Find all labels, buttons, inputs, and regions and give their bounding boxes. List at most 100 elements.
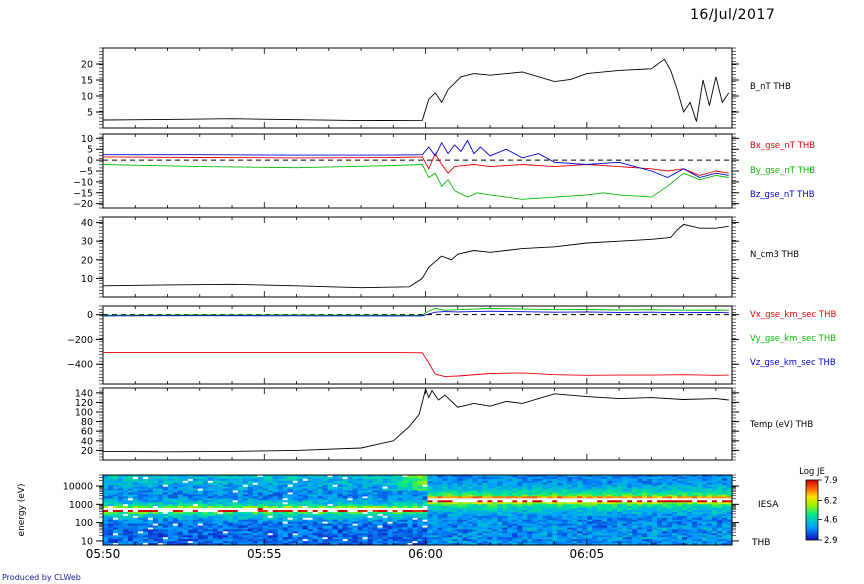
spectrogram-cell (257, 508, 264, 511)
spectrogram-cell (237, 482, 244, 486)
spectrogram-cell (367, 517, 374, 521)
spectrogram-cell (142, 531, 149, 534)
spectrogram-cell (597, 506, 603, 509)
spectrogram-cell (562, 539, 568, 542)
spectrogram-cell (632, 498, 638, 501)
spectrogram-cell (407, 494, 414, 497)
spectrogram-cell (312, 521, 319, 525)
spectrogram-cell (352, 480, 359, 484)
spectrogram-cell (337, 498, 344, 501)
spectrogram-cell (282, 502, 289, 505)
spectrogram-cell (242, 484, 249, 488)
spectrogram-cell (307, 500, 314, 503)
spectrogram-cell (372, 529, 379, 532)
spectrogram-cell (707, 511, 713, 515)
spectrogram-cell (502, 533, 508, 536)
spectrogram-cell (157, 484, 164, 488)
spectrogram-cell (537, 511, 543, 515)
spectrogram-cell (687, 519, 693, 523)
spectrogram-cell (252, 508, 259, 511)
spectrogram-cell (707, 488, 713, 492)
spectrogram-cell (647, 500, 653, 503)
spectrogram-cell (672, 529, 678, 532)
spectrogram-cell (522, 484, 528, 488)
spectrogram-cell (137, 488, 144, 492)
spectrogram-cell (127, 476, 134, 480)
spectrogram-cell (222, 492, 229, 495)
spectrogram-cell (657, 480, 663, 484)
spectrogram-cell (332, 523, 339, 527)
spectrogram-cell (222, 523, 229, 527)
spectrogram-cell (202, 476, 209, 480)
spectrogram-cell (282, 488, 289, 492)
spectrogram-cell (187, 513, 194, 517)
spectrogram-cell (417, 486, 423, 490)
spectrogram-cell (457, 541, 463, 544)
spectrogram-cell (697, 482, 703, 486)
spectrogram-cell (642, 480, 648, 484)
spectrogram-cell (217, 535, 224, 538)
spectrogram-cell (607, 521, 613, 525)
spectrogram-cell (717, 484, 723, 488)
spectrogram-cell (587, 517, 593, 521)
spectrogram-cell (627, 535, 633, 538)
spectrogram-cell (647, 482, 653, 486)
spectrogram-cell (292, 543, 299, 545)
spectrogram-cell (622, 490, 628, 493)
spectrogram-cell (257, 523, 264, 527)
spectrogram-cell (202, 515, 209, 519)
spectrogram-cell (197, 529, 204, 532)
spectrogram-cell (257, 539, 264, 542)
spectrogram-cell (362, 486, 369, 490)
spectrogram-cell (217, 539, 224, 542)
spectrogram-cell (147, 535, 154, 538)
spectrogram-cell (377, 529, 384, 532)
spectrogram-cell (267, 523, 274, 527)
spectrogram-cell (587, 488, 593, 492)
y-tick-label: 40 (81, 436, 93, 447)
spectrogram-cell (492, 513, 498, 517)
spectrogram-cell (487, 527, 493, 530)
spectrogram-cell (522, 506, 528, 509)
spectrogram-cell (617, 484, 623, 488)
spectrogram-cell (707, 478, 713, 482)
spectrogram-cell (677, 519, 683, 523)
spectrogram-cell (332, 527, 339, 530)
spectrogram-cell (427, 533, 433, 536)
spectrogram-cell (622, 521, 628, 525)
spectrogram-cell (467, 543, 473, 545)
spectrogram-cell (547, 476, 553, 480)
spectrogram-cell (597, 482, 603, 486)
spectrogram-cell (687, 475, 693, 478)
spectrogram-cell (652, 500, 658, 503)
spectrogram-cell (682, 476, 688, 480)
spectrogram-cell (677, 513, 683, 517)
spectrogram-cell (557, 515, 563, 519)
spectrogram-cell (637, 515, 643, 519)
spectrogram-cell (702, 535, 708, 538)
spectrogram-cell (552, 500, 558, 503)
spectrogram-cell (647, 521, 653, 525)
spectrogram-cell (107, 523, 114, 527)
spectrogram-cell (667, 486, 673, 490)
spectrogram-cell (287, 541, 294, 544)
spectrogram-cell (507, 482, 513, 486)
spectrogram-cell (417, 525, 423, 528)
spectrogram-cell (632, 511, 638, 515)
spectrogram-cell (317, 502, 324, 505)
spectrogram-cell (202, 537, 209, 540)
spectrogram-cell (537, 480, 543, 484)
spectrogram-cell (707, 517, 713, 521)
spectrogram-cell (187, 525, 194, 528)
spectrogram-cell (582, 535, 588, 538)
spectrogram-cell (707, 529, 713, 532)
spectrogram-cell (302, 482, 309, 486)
spectrogram-cell (467, 539, 473, 542)
spectrogram-cell (252, 504, 259, 507)
spectrogram-cell (512, 513, 518, 517)
spectrogram-cell (103, 494, 109, 497)
spectrogram-cell (532, 531, 538, 534)
spectrogram-cell (417, 543, 423, 545)
spectrogram-cell (537, 492, 543, 495)
spectrogram-cell (552, 517, 558, 521)
